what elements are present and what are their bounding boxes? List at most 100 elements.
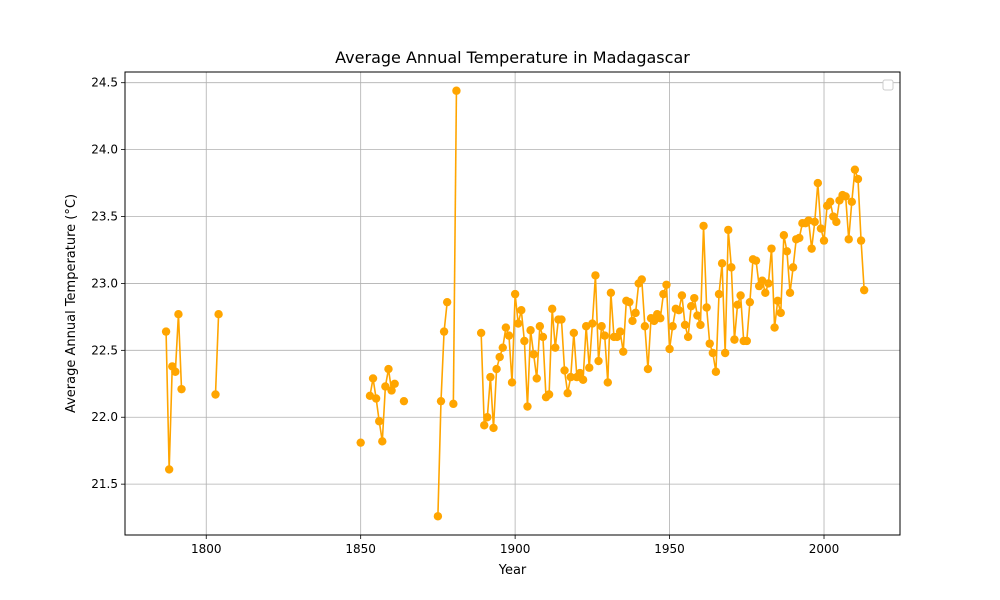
x-tick-label: 1800 (191, 542, 222, 556)
data-point (770, 323, 779, 332)
series-temperature (161, 86, 869, 521)
data-point (375, 417, 384, 426)
data-point (856, 236, 866, 245)
data-point (810, 217, 819, 227)
data-point (853, 174, 863, 184)
data-point (591, 271, 600, 280)
series-line-segment (480, 169, 865, 428)
data-point (563, 388, 572, 398)
data-point (662, 280, 671, 289)
data-point (714, 289, 724, 299)
data-point (603, 378, 612, 387)
data-point (495, 352, 504, 362)
data-point (640, 322, 650, 331)
data-point (674, 305, 684, 315)
data-point (859, 285, 869, 295)
data-point (504, 331, 514, 340)
data-point (782, 247, 792, 256)
ticks: 1800 1850 1900 1950 2000 21.5 22.0 22.5 23.0 23.5… (91, 76, 839, 556)
data-point (569, 328, 579, 338)
data-point (631, 308, 640, 318)
data-point (668, 322, 677, 331)
data-point (807, 244, 816, 253)
data-point (708, 348, 718, 358)
data-point (850, 165, 860, 174)
data-point (841, 192, 850, 201)
data-point (736, 291, 745, 300)
data-point (356, 438, 365, 447)
data-point (761, 288, 770, 297)
data-point (702, 303, 711, 312)
series-line-segment (452, 90, 458, 404)
data-point (625, 297, 634, 307)
data-point (720, 348, 730, 358)
data-point (696, 320, 705, 330)
data-point (547, 304, 557, 314)
data-point (597, 322, 606, 331)
x-tick-label: 1950 (654, 542, 685, 556)
data-point (711, 367, 721, 376)
data-point (606, 288, 616, 297)
data-point (619, 347, 628, 356)
data-point (433, 512, 443, 521)
y-axis-label: Average Annual Temperature (°C) (64, 194, 79, 413)
data-point (517, 305, 526, 315)
data-point (575, 368, 585, 378)
data-point (693, 311, 702, 320)
y-tick-label: 22.0 (91, 410, 118, 424)
data-point (764, 279, 773, 288)
data-point (452, 86, 461, 95)
data-point (578, 375, 588, 384)
data-point (816, 224, 826, 233)
data-point (390, 379, 399, 388)
data-point (174, 310, 183, 319)
x-axis-label: Year (498, 563, 527, 578)
data-point (399, 396, 409, 406)
data-point (665, 344, 674, 354)
data-point (779, 231, 789, 240)
data-point (767, 244, 776, 253)
data-point (371, 394, 381, 403)
data-point (751, 256, 761, 265)
data-point (699, 221, 708, 231)
data-point (588, 319, 597, 328)
y-tick-label: 22.5 (91, 343, 118, 357)
data-point (705, 339, 714, 348)
data-point (643, 364, 653, 374)
data-point (724, 225, 733, 235)
data-point (615, 327, 625, 336)
data-point (368, 374, 378, 383)
data-point (492, 364, 501, 374)
data-point (832, 217, 841, 227)
y-tick-label: 23.5 (91, 210, 118, 224)
data-point (788, 263, 798, 272)
data-point (449, 399, 458, 409)
plot-frame (124, 71, 901, 536)
grid (125, 72, 900, 535)
data-point (507, 378, 517, 387)
data-point (727, 263, 736, 272)
data-point (483, 413, 492, 422)
data-point (659, 289, 668, 299)
data-point (489, 423, 498, 433)
series-line-segment (214, 314, 220, 395)
data-point (529, 350, 538, 359)
data-point (436, 396, 446, 406)
data-point (520, 336, 529, 346)
data-point (795, 233, 804, 243)
data-point (439, 327, 449, 336)
data-point (442, 297, 452, 307)
data-point (825, 197, 835, 206)
data-point (686, 301, 696, 311)
data-point (637, 275, 646, 284)
data-point (717, 259, 727, 268)
data-point (680, 320, 690, 330)
data-point (211, 390, 220, 399)
data-point (538, 332, 548, 342)
data-point (378, 437, 387, 446)
data-point (177, 384, 186, 394)
data-point (551, 343, 560, 352)
data-point (535, 322, 545, 331)
data-point (844, 235, 853, 244)
